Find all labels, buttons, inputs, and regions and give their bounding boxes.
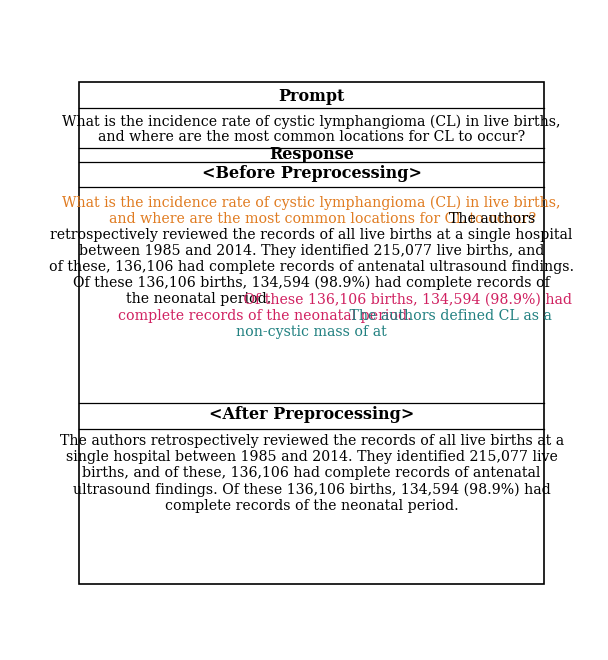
Text: single hospital between 1985 and 2014. They identified 215,077 live: single hospital between 1985 and 2014. T… (66, 450, 558, 464)
Text: The authors: The authors (440, 212, 536, 226)
Text: The authors defined CL as a: The authors defined CL as a (345, 309, 552, 323)
Text: What is the incidence rate of cystic lymphangioma (CL) in live births,: What is the incidence rate of cystic lym… (63, 195, 561, 210)
Text: The authors retrospectively reviewed the records of all live births at a: The authors retrospectively reviewed the… (60, 434, 564, 448)
Text: non-cystic mass of at: non-cystic mass of at (237, 325, 387, 339)
Text: between 1985 and 2014. They identified 215,077 live births, and: between 1985 and 2014. They identified 2… (79, 244, 544, 258)
Text: complete records of the neonatal period.: complete records of the neonatal period. (165, 499, 458, 513)
Text: births, and of these, 136,106 had complete records of antenatal: births, and of these, 136,106 had comple… (83, 467, 541, 480)
Text: retrospectively reviewed the records of all live births at a single hospital: retrospectively reviewed the records of … (50, 228, 573, 242)
Text: Prompt: Prompt (278, 88, 345, 106)
Text: of these, 136,106 had complete records of antenatal ultrasound findings.: of these, 136,106 had complete records o… (49, 260, 574, 274)
Text: <After Preprocessing>: <After Preprocessing> (209, 407, 414, 424)
Text: complete records of the neonatal period.: complete records of the neonatal period. (117, 309, 412, 323)
Text: ultrasound findings. Of these 136,106 births, 134,594 (98.9%) had: ultrasound findings. Of these 136,106 bi… (73, 482, 550, 497)
Text: What is the incidence rate of cystic lymphangioma (CL) in live births,: What is the incidence rate of cystic lym… (63, 114, 561, 129)
Text: Response: Response (269, 146, 354, 163)
Text: <Before Preprocessing>: <Before Preprocessing> (202, 166, 421, 182)
Text: Of these 136,106 births, 134,594 (98.9%) had: Of these 136,106 births, 134,594 (98.9%)… (239, 292, 572, 306)
Text: the neonatal period.: the neonatal period. (126, 292, 272, 306)
Text: and where are the most common locations for CL to occur?: and where are the most common locations … (109, 212, 536, 226)
Text: and where are the most common locations for CL to occur?: and where are the most common locations … (98, 130, 525, 144)
Text: Of these 136,106 births, 134,594 (98.9%) had complete records of: Of these 136,106 births, 134,594 (98.9%)… (73, 276, 550, 290)
